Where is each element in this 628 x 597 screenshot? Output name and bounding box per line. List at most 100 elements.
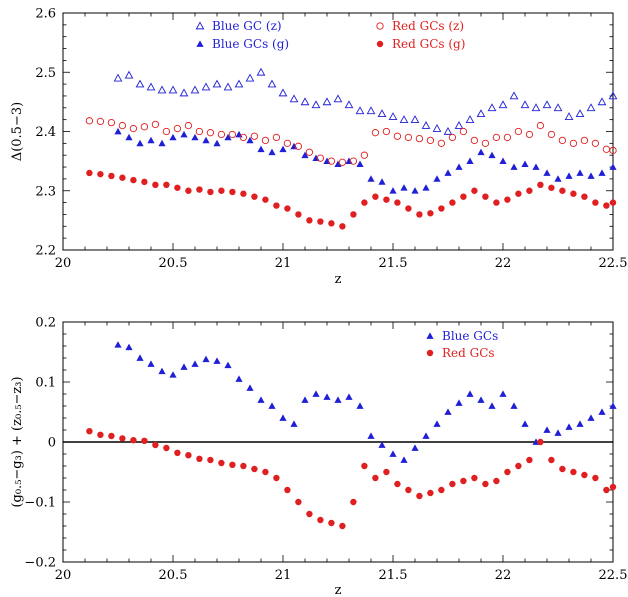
- data-point: [603, 486, 610, 494]
- data-point: [361, 199, 368, 206]
- data-point: [301, 396, 309, 403]
- data-point: [448, 133, 457, 142]
- legend-marker: [376, 22, 384, 30]
- data-point: [394, 199, 401, 206]
- data-point: [603, 202, 610, 209]
- data-point: [141, 178, 148, 186]
- data-point: [218, 459, 225, 467]
- data-point: [151, 120, 160, 129]
- data-point: [140, 123, 149, 131]
- data-point: [306, 510, 313, 518]
- data-point: [268, 148, 276, 156]
- data-point: [191, 360, 199, 367]
- data-point: [371, 129, 380, 137]
- data-point: [476, 109, 486, 118]
- data-point: [543, 426, 551, 433]
- data-point: [246, 136, 254, 144]
- data-point: [382, 127, 391, 136]
- data-point: [213, 357, 221, 364]
- data-point: [437, 139, 446, 148]
- data-point: [548, 456, 555, 464]
- data-point: [224, 133, 232, 141]
- data-point: [591, 139, 600, 148]
- data-point: [356, 402, 364, 409]
- x-tick-label: 20: [55, 256, 72, 271]
- data-point: [372, 193, 379, 200]
- data-point: [223, 82, 233, 91]
- data-point: [306, 217, 313, 224]
- data-point: [350, 211, 357, 218]
- data-point: [273, 474, 280, 482]
- data-point: [239, 133, 248, 142]
- data-point: [471, 474, 478, 482]
- data-point: [455, 163, 463, 170]
- data-point: [592, 199, 599, 206]
- data-point: [229, 461, 236, 468]
- data-point: [136, 139, 144, 147]
- data-point: [488, 151, 496, 159]
- data-point: [339, 522, 346, 530]
- data-point: [125, 343, 133, 351]
- x-tick-label: 21.5: [379, 256, 408, 271]
- data-point: [262, 196, 269, 203]
- data-point: [532, 163, 540, 170]
- data-point: [294, 142, 303, 150]
- data-point: [592, 474, 599, 482]
- data-point: [185, 452, 192, 459]
- y-tick-label: 2.4: [35, 125, 56, 140]
- data-point: [251, 465, 258, 473]
- data-point: [559, 187, 566, 194]
- legend-entry: Blue GC (z): [212, 19, 282, 33]
- data-point: [466, 390, 474, 397]
- data-point: [460, 193, 467, 200]
- y-axis-label: (g₀.₅−g₃) + (z₀.₅−z₃): [10, 376, 25, 507]
- legend-entry: Blue GCs (g): [212, 37, 289, 51]
- legend-marker: [195, 21, 205, 30]
- data-point: [492, 133, 501, 142]
- data-point: [565, 423, 573, 430]
- data-point: [411, 187, 419, 194]
- data-point: [118, 121, 127, 130]
- data-point: [598, 169, 606, 176]
- data-point: [548, 184, 555, 191]
- data-point: [174, 184, 181, 191]
- data-point: [422, 184, 430, 191]
- data-point: [163, 444, 170, 452]
- data-point: [124, 70, 134, 79]
- data-point: [510, 163, 518, 170]
- data-point: [284, 205, 291, 212]
- data-point: [609, 163, 617, 170]
- data-point: [185, 187, 192, 194]
- data-point: [598, 408, 606, 415]
- data-point: [350, 498, 357, 506]
- data-point: [400, 456, 408, 463]
- data-point: [273, 202, 280, 209]
- data-point: [147, 360, 155, 367]
- data-point: [580, 136, 589, 145]
- data-point: [328, 220, 335, 227]
- x-tick-label: 21: [275, 256, 292, 271]
- x-tick-label: 21.5: [379, 568, 408, 583]
- data-point: [460, 477, 467, 485]
- data-point: [416, 211, 423, 218]
- data-point: [389, 187, 397, 194]
- data-point: [400, 184, 408, 191]
- data-point: [509, 91, 519, 100]
- data-point: [570, 190, 577, 197]
- data-point: [256, 67, 266, 76]
- data-point: [581, 471, 588, 479]
- y-tick-label: 0.1: [35, 376, 56, 391]
- data-point: [602, 145, 611, 153]
- data-point: [576, 420, 584, 427]
- data-point: [466, 157, 474, 165]
- data-point: [201, 82, 211, 91]
- data-point: [493, 199, 500, 206]
- data-point: [609, 402, 617, 409]
- data-point: [272, 133, 281, 142]
- x-axis-label: z: [335, 272, 342, 287]
- data-point: [279, 414, 287, 421]
- data-point: [174, 449, 181, 456]
- data-point: [257, 396, 265, 403]
- series-red-gcs-z: [85, 117, 617, 166]
- data-point: [570, 468, 577, 476]
